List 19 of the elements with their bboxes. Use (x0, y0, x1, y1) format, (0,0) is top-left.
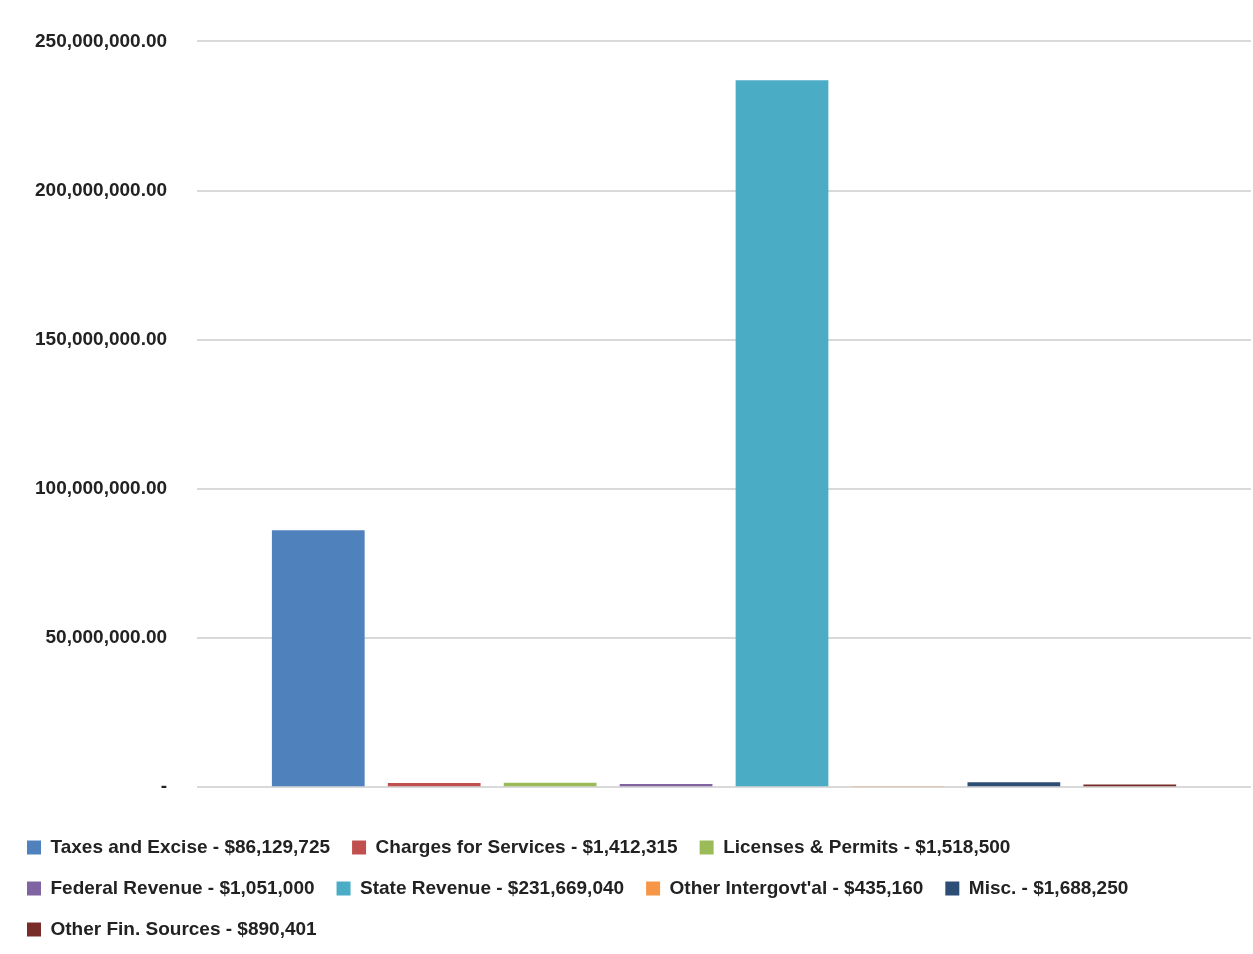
y-tick-label: 200,000,000.00 (34, 178, 168, 200)
bar (271, 530, 365, 787)
bar (967, 782, 1061, 787)
y-tick-label: 100,000,000.00 (34, 477, 168, 499)
legend-label: Other Intergovt'al - $435,160 (669, 876, 924, 898)
legend-label: Other Fin. Sources - $890,401 (50, 917, 318, 939)
legend-label: Misc. - $1,688,250 (968, 876, 1129, 898)
bar (619, 784, 713, 787)
y-tick-label: 150,000,000.00 (34, 327, 168, 349)
y-tick-label: 50,000,000.00 (45, 626, 168, 648)
bar (387, 782, 481, 787)
y-tick-label: - (160, 775, 168, 797)
legend-label: Charges for Services - $1,412,315 (375, 835, 679, 857)
legend-label: State Revenue - $231,669,040 (360, 876, 625, 898)
legend-label: Federal Revenue - $1,051,000 (50, 876, 315, 898)
y-tick-label: 250,000,000.00 (34, 29, 168, 51)
legend-label: Taxes and Excise - $86,129,725 (50, 835, 331, 857)
bar (735, 80, 829, 787)
legend-label: Licenses & Permits - $1,518,500 (723, 835, 1011, 857)
